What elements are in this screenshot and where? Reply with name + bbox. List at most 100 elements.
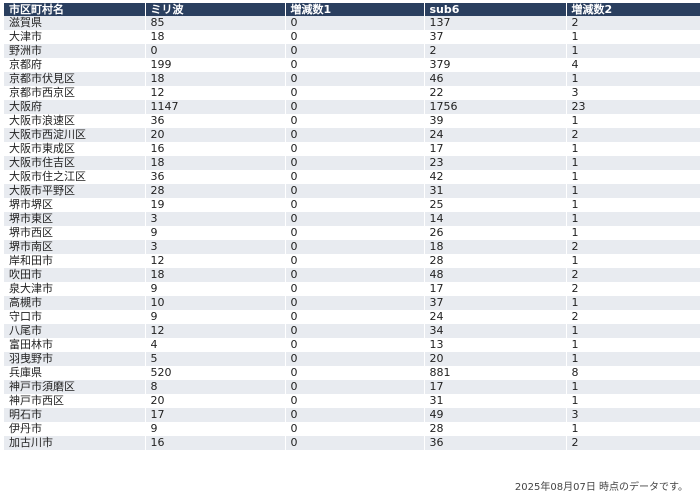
cell-change-2: 2: [566, 16, 700, 30]
table-row: 大阪市平野区 28 0 31 1: [4, 184, 700, 198]
column-header-change-2[interactable]: 増減数2: [566, 3, 700, 16]
cell-millimeter-wave: 0: [145, 44, 286, 58]
cell-municipality: 兵庫県: [4, 366, 146, 380]
cell-municipality: 堺市西区: [4, 226, 146, 240]
cell-sub6: 22: [424, 86, 567, 100]
cell-change-2: 2: [566, 436, 700, 450]
cell-millimeter-wave: 17: [145, 408, 286, 422]
cell-change-1: 0: [285, 142, 425, 156]
table-row: 神戸市須磨区 8 0 17 1: [4, 380, 700, 394]
cell-change-2: 1: [566, 184, 700, 198]
cell-municipality: 神戸市西区: [4, 394, 146, 408]
cell-change-2: 1: [566, 338, 700, 352]
table-row: 泉大津市 9 0 17 2: [4, 282, 700, 296]
cell-millimeter-wave: 12: [145, 324, 286, 338]
table-row: 京都市伏見区 18 0 46 1: [4, 72, 700, 86]
cell-sub6: 37: [424, 296, 567, 310]
table-row: 守口市 9 0 24 2: [4, 310, 700, 324]
cell-change-1: 0: [285, 212, 425, 226]
column-header-municipality[interactable]: 市区町村名: [4, 3, 146, 16]
data-table-container: 市区町村名 ミリ波 増減数1 sub6 増減数2 滋賀県 85 0 137 2 大津市 18…: [4, 3, 700, 450]
cell-municipality: 岸和田市: [4, 254, 146, 268]
cell-millimeter-wave: 36: [145, 114, 286, 128]
cell-millimeter-wave: 199: [145, 58, 286, 72]
cell-change-1: 0: [285, 58, 425, 72]
cell-change-2: 1: [566, 142, 700, 156]
cell-millimeter-wave: 18: [145, 268, 286, 282]
cell-change-2: 1: [566, 170, 700, 184]
cell-municipality: 京都府: [4, 58, 146, 72]
cell-sub6: 42: [424, 170, 567, 184]
table-row: 京都府 199 0 379 4: [4, 58, 700, 72]
cell-sub6: 13: [424, 338, 567, 352]
cell-change-2: 1: [566, 254, 700, 268]
cell-change-1: 0: [285, 394, 425, 408]
cell-change-1: 0: [285, 100, 425, 114]
cell-change-2: 1: [566, 72, 700, 86]
cell-change-1: 0: [285, 436, 425, 450]
cell-millimeter-wave: 19: [145, 198, 286, 212]
cell-sub6: 23: [424, 156, 567, 170]
cell-millimeter-wave: 9: [145, 226, 286, 240]
table-row: 大阪府 1147 0 1756 23: [4, 100, 700, 114]
cell-municipality: 大阪市西淀川区: [4, 128, 146, 142]
cell-millimeter-wave: 3: [145, 240, 286, 254]
table-header: 市区町村名 ミリ波 増減数1 sub6 増減数2: [4, 3, 700, 16]
cell-change-1: 0: [285, 86, 425, 100]
cell-millimeter-wave: 16: [145, 436, 286, 450]
cell-sub6: 379: [424, 58, 567, 72]
cell-municipality: 京都市西京区: [4, 86, 146, 100]
cell-millimeter-wave: 5: [145, 352, 286, 366]
cell-sub6: 2: [424, 44, 567, 58]
table-row: 兵庫県 520 0 881 8: [4, 366, 700, 380]
cell-municipality: 堺市東区: [4, 212, 146, 226]
cell-municipality: 八尾市: [4, 324, 146, 338]
cell-change-2: 1: [566, 352, 700, 366]
cell-sub6: 31: [424, 184, 567, 198]
cell-municipality: 野洲市: [4, 44, 146, 58]
column-header-sub6[interactable]: sub6: [424, 3, 567, 16]
cell-change-1: 0: [285, 128, 425, 142]
cell-change-2: 3: [566, 86, 700, 100]
table-row: 野洲市 0 0 2 1: [4, 44, 700, 58]
cell-change-1: 0: [285, 324, 425, 338]
table-row: 吹田市 18 0 48 2: [4, 268, 700, 282]
cell-millimeter-wave: 20: [145, 128, 286, 142]
cell-sub6: 20: [424, 352, 567, 366]
cell-change-2: 1: [566, 198, 700, 212]
cell-municipality: 大阪府: [4, 100, 146, 114]
cell-change-1: 0: [285, 338, 425, 352]
cell-sub6: 17: [424, 142, 567, 156]
data-timestamp-note: 2025年08月07日 時点のデータです。: [514, 482, 688, 493]
cell-sub6: 48: [424, 268, 567, 282]
cell-change-1: 0: [285, 170, 425, 184]
cell-change-2: 2: [566, 128, 700, 142]
cell-change-2: 23: [566, 100, 700, 114]
cell-millimeter-wave: 10: [145, 296, 286, 310]
cell-change-1: 0: [285, 16, 425, 30]
table-row: 堺市南区 3 0 18 2: [4, 240, 700, 254]
cell-sub6: 24: [424, 128, 567, 142]
cell-sub6: 14: [424, 212, 567, 226]
cell-sub6: 49: [424, 408, 567, 422]
table-row: 堺市堺区 19 0 25 1: [4, 198, 700, 212]
cell-municipality: 守口市: [4, 310, 146, 324]
cell-millimeter-wave: 18: [145, 30, 286, 44]
cell-municipality: 神戸市須磨区: [4, 380, 146, 394]
table-row: 高槻市 10 0 37 1: [4, 296, 700, 310]
cell-municipality: 大阪市住之江区: [4, 170, 146, 184]
header-row: 市区町村名 ミリ波 増減数1 sub6 増減数2: [4, 3, 700, 16]
column-header-change-1[interactable]: 増減数1: [285, 3, 425, 16]
cell-municipality: 羽曳野市: [4, 352, 146, 366]
column-header-millimeter-wave[interactable]: ミリ波: [145, 3, 286, 16]
cell-change-1: 0: [285, 114, 425, 128]
cell-millimeter-wave: 16: [145, 142, 286, 156]
cell-change-2: 1: [566, 394, 700, 408]
cell-change-2: 4: [566, 58, 700, 72]
cell-municipality: 伊丹市: [4, 422, 146, 436]
cell-change-1: 0: [285, 30, 425, 44]
cell-change-1: 0: [285, 198, 425, 212]
cell-municipality: 京都市伏見区: [4, 72, 146, 86]
table-row: 神戸市西区 20 0 31 1: [4, 394, 700, 408]
cell-sub6: 28: [424, 254, 567, 268]
